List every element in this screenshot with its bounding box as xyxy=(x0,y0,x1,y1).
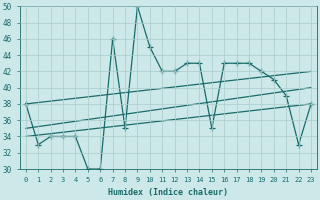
X-axis label: Humidex (Indice chaleur): Humidex (Indice chaleur) xyxy=(108,188,228,197)
